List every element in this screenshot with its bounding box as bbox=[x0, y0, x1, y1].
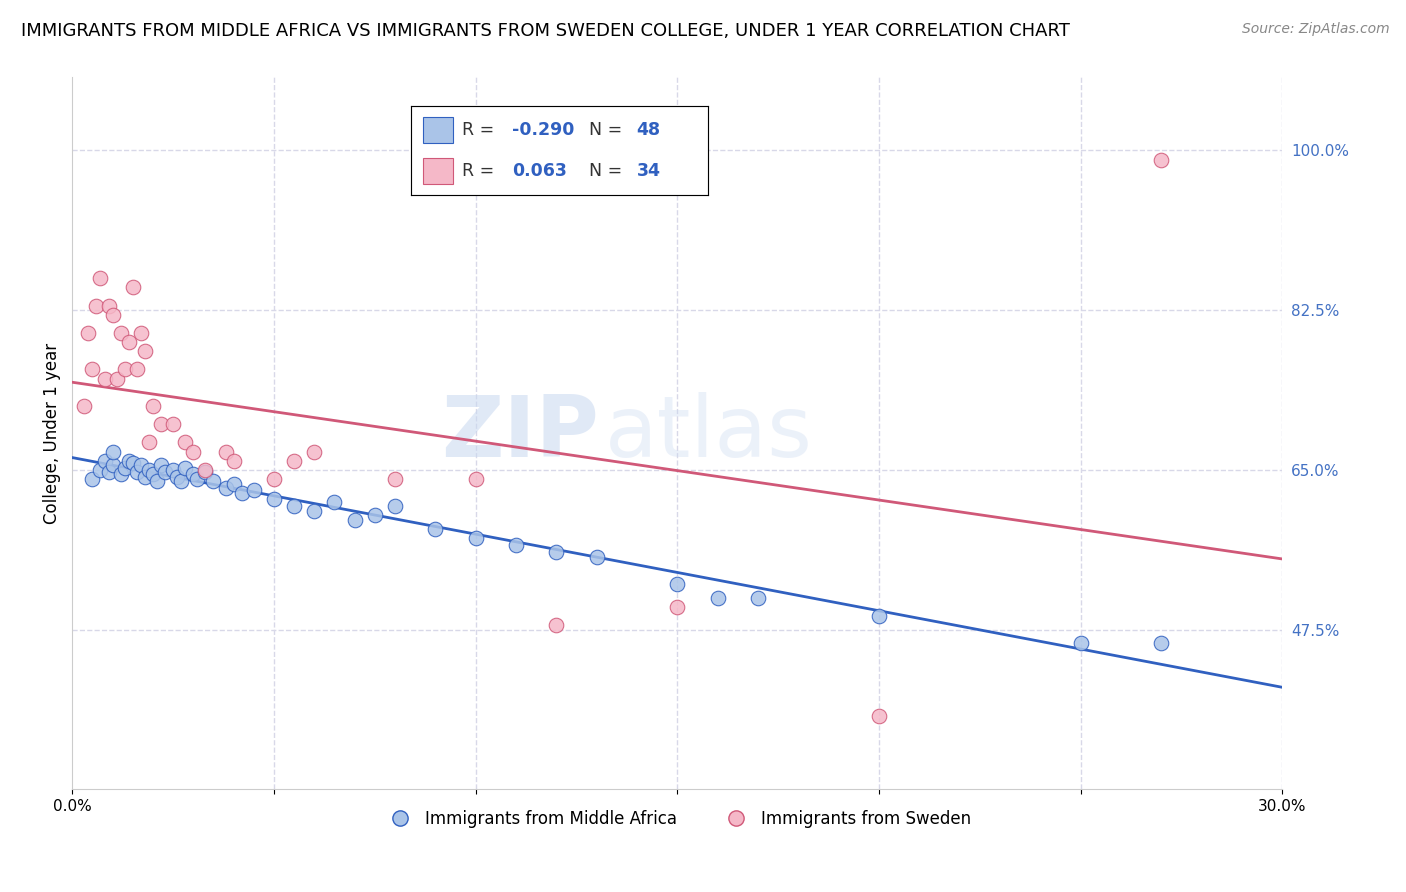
Point bbox=[134, 344, 156, 359]
Point bbox=[194, 465, 217, 479]
Point bbox=[214, 444, 236, 458]
Point bbox=[149, 458, 172, 473]
Point bbox=[868, 608, 890, 623]
Point bbox=[129, 326, 152, 340]
Y-axis label: College, Under 1 year: College, Under 1 year bbox=[44, 343, 60, 524]
Point bbox=[231, 485, 253, 500]
Point bbox=[263, 472, 285, 486]
Point bbox=[323, 495, 346, 509]
Point bbox=[89, 463, 111, 477]
Point bbox=[505, 538, 527, 552]
Point bbox=[546, 545, 568, 559]
Point bbox=[304, 504, 326, 518]
Point bbox=[73, 399, 96, 413]
Point bbox=[162, 463, 184, 477]
Point bbox=[97, 465, 120, 479]
Point bbox=[222, 476, 245, 491]
Point bbox=[384, 500, 406, 514]
Point bbox=[110, 467, 132, 482]
Point bbox=[121, 456, 143, 470]
Legend: Immigrants from Middle Africa, Immigrants from Sweden: Immigrants from Middle Africa, Immigrant… bbox=[377, 803, 977, 834]
Point bbox=[142, 399, 165, 413]
Point bbox=[82, 362, 104, 376]
Point bbox=[77, 326, 100, 340]
Point bbox=[125, 465, 148, 479]
Point bbox=[464, 531, 486, 545]
Point bbox=[343, 513, 366, 527]
Text: atlas: atlas bbox=[605, 392, 813, 475]
Point bbox=[142, 467, 165, 482]
Point bbox=[747, 591, 769, 605]
Point bbox=[97, 299, 120, 313]
Point bbox=[129, 458, 152, 473]
Point bbox=[666, 577, 689, 591]
Point bbox=[186, 472, 208, 486]
Point bbox=[138, 435, 160, 450]
Point bbox=[283, 453, 305, 467]
Point bbox=[202, 474, 225, 488]
Point bbox=[146, 474, 169, 488]
Point bbox=[149, 417, 172, 432]
Point bbox=[82, 472, 104, 486]
Point bbox=[181, 444, 204, 458]
Point bbox=[174, 461, 197, 475]
Text: IMMIGRANTS FROM MIDDLE AFRICA VS IMMIGRANTS FROM SWEDEN COLLEGE, UNDER 1 YEAR CO: IMMIGRANTS FROM MIDDLE AFRICA VS IMMIGRA… bbox=[21, 22, 1070, 40]
Point bbox=[364, 508, 387, 523]
Point bbox=[162, 417, 184, 432]
Point bbox=[153, 465, 176, 479]
Point bbox=[125, 362, 148, 376]
Point bbox=[101, 444, 124, 458]
Point bbox=[118, 334, 141, 349]
Point bbox=[138, 463, 160, 477]
Point bbox=[134, 470, 156, 484]
Point bbox=[170, 474, 193, 488]
Point bbox=[174, 435, 197, 450]
Point bbox=[194, 463, 217, 477]
Point bbox=[868, 709, 890, 723]
Point bbox=[283, 500, 305, 514]
Point bbox=[546, 618, 568, 632]
Point bbox=[263, 491, 285, 506]
Point bbox=[214, 481, 236, 495]
Point bbox=[110, 326, 132, 340]
Point bbox=[304, 444, 326, 458]
Point bbox=[1150, 636, 1173, 650]
Point bbox=[464, 472, 486, 486]
Point bbox=[666, 599, 689, 614]
Point bbox=[114, 362, 136, 376]
Point bbox=[101, 308, 124, 322]
Point bbox=[105, 371, 128, 385]
Point bbox=[585, 549, 607, 564]
Point bbox=[1150, 153, 1173, 167]
Point bbox=[86, 299, 108, 313]
Point bbox=[166, 470, 188, 484]
Point bbox=[121, 280, 143, 294]
Text: ZIP: ZIP bbox=[441, 392, 599, 475]
Point bbox=[118, 453, 141, 467]
Point bbox=[114, 461, 136, 475]
Point bbox=[706, 591, 728, 605]
Point bbox=[93, 371, 115, 385]
Point bbox=[222, 453, 245, 467]
Point bbox=[89, 271, 111, 285]
Point bbox=[181, 467, 204, 482]
Point bbox=[425, 522, 447, 536]
Point bbox=[242, 483, 264, 497]
Point bbox=[384, 472, 406, 486]
Text: Source: ZipAtlas.com: Source: ZipAtlas.com bbox=[1241, 22, 1389, 37]
Point bbox=[101, 458, 124, 473]
Point bbox=[1070, 636, 1092, 650]
Point bbox=[93, 453, 115, 467]
